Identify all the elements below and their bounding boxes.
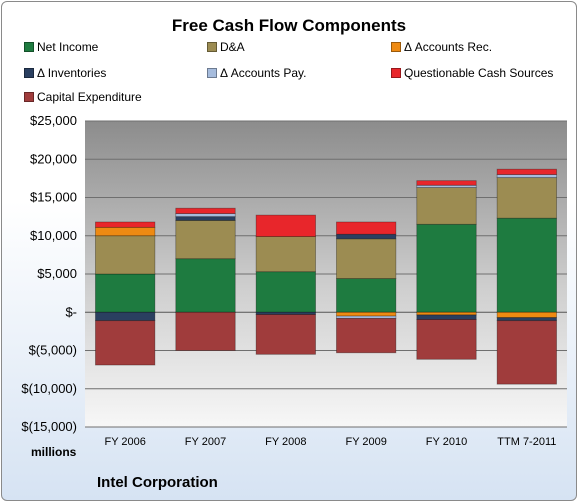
y-tick-label: $- — [65, 304, 77, 319]
bar-segment — [496, 217, 557, 313]
legend-label: Δ Inventories — [37, 66, 107, 80]
y-tick-label: $10,000 — [30, 228, 77, 243]
legend-swatch — [391, 68, 401, 78]
bar-segment — [416, 187, 477, 225]
bar-segment — [336, 278, 397, 313]
bar-segment — [175, 216, 236, 221]
bar-segment — [416, 319, 477, 360]
y-tick-label: $20,000 — [30, 151, 77, 166]
bar-segment — [255, 314, 316, 355]
y-tick-label: $(15,000) — [21, 419, 77, 434]
bar-segment — [95, 311, 156, 322]
bar-segment — [336, 238, 397, 279]
legend-swatch — [207, 42, 217, 52]
legend-swatch — [391, 42, 401, 52]
bar-segment — [336, 233, 397, 240]
legend-label: Δ Accounts Pay. — [220, 66, 307, 80]
bar-segment — [336, 221, 397, 235]
bar-segment — [416, 311, 477, 316]
legend-label: Capital Expenditure — [37, 90, 142, 104]
legend-swatch — [24, 92, 34, 102]
bar-segment — [95, 320, 156, 366]
bar-segment — [496, 317, 557, 322]
legend-label: Questionable Cash Sources — [404, 66, 554, 80]
x-tick-label: FY 2007 — [185, 436, 226, 448]
bar-segment — [336, 317, 397, 354]
bar-segment — [175, 207, 236, 214]
bar-segment — [255, 214, 316, 237]
x-tick-label: FY 2006 — [104, 436, 145, 448]
bar-segment — [175, 213, 236, 218]
bar-segment — [496, 177, 557, 219]
bar-segment — [95, 221, 156, 228]
legend-label: Net Income — [37, 40, 99, 54]
chart-title: Free Cash Flow Components — [171, 16, 407, 35]
bar-segment — [95, 273, 156, 313]
y-tick-label: $25,000 — [30, 113, 77, 128]
y-tick-label: $15,000 — [30, 190, 77, 205]
bar-segment — [496, 174, 557, 179]
bar-segment — [255, 271, 316, 313]
x-tick-label: FY 2010 — [426, 436, 467, 448]
x-tick-label: FY 2008 — [265, 436, 306, 448]
legend-swatch — [24, 68, 34, 78]
bar-segment — [496, 311, 557, 319]
legend-label: Δ Accounts Rec. — [404, 40, 493, 54]
bar-segment — [416, 180, 477, 186]
bar-segment — [175, 311, 236, 351]
x-tick-label: FY 2009 — [345, 436, 386, 448]
bar-segment — [496, 320, 557, 385]
x-tick-label: TTM 7-2011 — [497, 436, 556, 448]
y-tick-label: $(10,000) — [21, 381, 77, 396]
bar-segment — [175, 220, 236, 260]
legend-label: D&A — [220, 40, 245, 54]
bar-segment — [496, 168, 557, 175]
y-tick-label: $(5,000) — [29, 343, 77, 358]
bar-segment — [95, 235, 156, 275]
legend-swatch — [24, 42, 34, 52]
bar-segment — [255, 236, 316, 273]
bar-segment — [175, 258, 236, 313]
company-name: Intel Corporation — [97, 474, 218, 491]
y-tick-label: $5,000 — [37, 266, 77, 281]
bar-segment — [336, 311, 397, 317]
bar-segment — [416, 314, 477, 320]
y-axis-units: millions — [31, 445, 77, 459]
bar-segment — [416, 223, 477, 313]
bar-segment — [95, 226, 156, 237]
legend-swatch — [207, 68, 217, 78]
